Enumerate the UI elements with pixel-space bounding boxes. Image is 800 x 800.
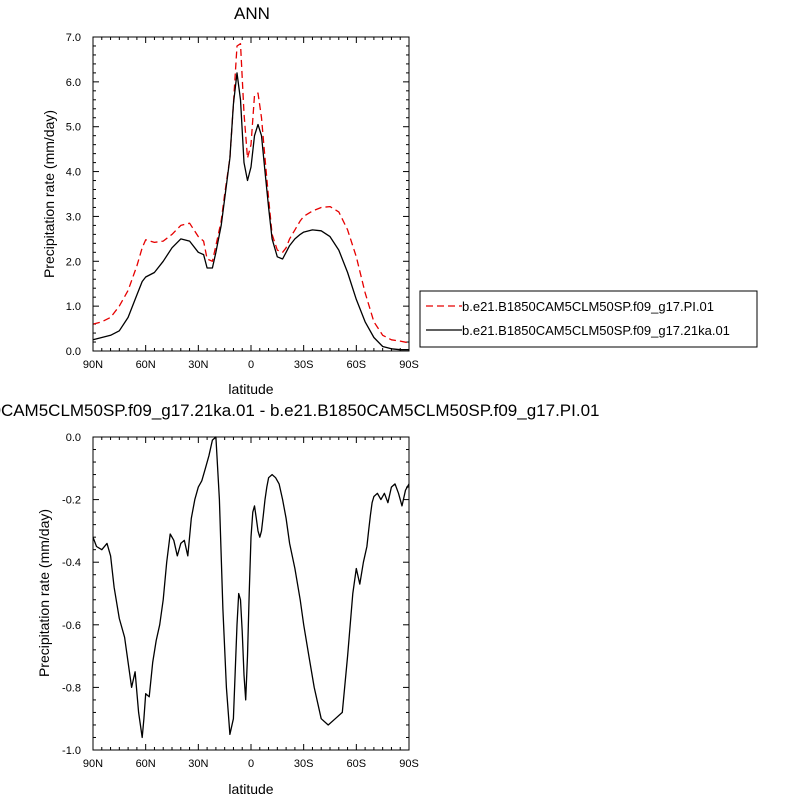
top-series-line-0 bbox=[92, 43, 410, 344]
legend-box bbox=[419, 290, 758, 348]
top-y-tick-label: 6.0 bbox=[66, 77, 81, 89]
top-y-tick-label: 4.0 bbox=[66, 167, 81, 179]
bottom-y-tick-label: -1.0 bbox=[62, 745, 81, 757]
bottom-x-tick-label: 60S bbox=[347, 758, 367, 770]
top-x-axis-label: latitude bbox=[228, 381, 273, 397]
top-y-tick-label: 0.0 bbox=[66, 346, 81, 358]
bottom-title: b.e21.B1850CAM5CLM50SP.f09_g17.21ka.01 -… bbox=[0, 401, 599, 420]
bottom-x-tick-label: 90N bbox=[83, 758, 103, 770]
legend-label-21ka: b.e21.B1850CAM5CLM50SP.f09_g17.21ka.01 bbox=[462, 323, 730, 338]
top-plot-area: 90N 60N 30N 0 30S 60S 90S 0.0 1.0 2.0 3.0 4.0 5.0 6.0… bbox=[66, 32, 419, 371]
legend: b.e21.B1850CAM5CLM50SP.f09_g17.PI.01 b.e… bbox=[419, 290, 758, 348]
top-x-tick-label: 60N bbox=[136, 359, 156, 371]
bottom-y-tick-label: -0.8 bbox=[62, 682, 81, 694]
bottom-x-tick-label: 30S bbox=[294, 758, 314, 770]
bottom-x-tick-label: 60N bbox=[136, 758, 156, 770]
bottom-plot-area: 90N 60N 30N 0 30S 60S 90S -1.0 -0.8 -0.6 -0.4 -0.2 0… bbox=[62, 432, 419, 770]
bottom-y-tick-label: 0.0 bbox=[66, 432, 81, 444]
top-plot-frame bbox=[92, 36, 410, 352]
bottom-plot-frame bbox=[92, 436, 410, 751]
bottom-x-tick-label: 30N bbox=[188, 758, 208, 770]
top-series-line-1 bbox=[92, 72, 409, 351]
top-title: ANN bbox=[234, 4, 270, 23]
top-x-tick-label: 60S bbox=[347, 359, 367, 371]
bottom-panel: b.e21.B1850CAM5CLM50SP.f09_g17.21ka.01 -… bbox=[0, 401, 599, 797]
bottom-y-tick-label: -0.6 bbox=[62, 620, 81, 632]
bottom-y-axis-label: Precipitation rate (mm/day) bbox=[36, 509, 52, 677]
bottom-x-axis-label: latitude bbox=[228, 781, 273, 797]
bottom-y-tick-label: -0.2 bbox=[62, 495, 81, 507]
top-y-tick-label: 5.0 bbox=[66, 122, 81, 134]
bottom-x-tick-label: 90S bbox=[399, 758, 419, 770]
top-x-tick-label: 0 bbox=[248, 359, 254, 371]
bottom-x-tick-label: 0 bbox=[248, 758, 254, 770]
legend-label-pi: b.e21.B1850CAM5CLM50SP.f09_g17.PI.01 bbox=[462, 299, 714, 314]
top-x-tick-label: 90S bbox=[399, 359, 419, 371]
top-x-tick-label: 30S bbox=[294, 359, 314, 371]
top-y-tick-label: 1.0 bbox=[66, 301, 81, 313]
top-y-tick-label: 2.0 bbox=[66, 256, 81, 268]
top-y-tick-label: 7.0 bbox=[66, 32, 81, 44]
top-x-tick-label: 90N bbox=[83, 359, 103, 371]
bottom-y-tick-label: -0.4 bbox=[62, 557, 81, 569]
top-y-tick-label: 3.0 bbox=[66, 211, 81, 223]
top-x-tick-label: 30N bbox=[188, 359, 208, 371]
top-panel: ANN 90N 60N 30N 0 30S 60S 90S 0.0 1.0 2.0 3.0 4.0 5.… bbox=[41, 4, 758, 397]
bottom-series-line-0 bbox=[92, 436, 410, 739]
top-y-axis-label: Precipitation rate (mm/day) bbox=[41, 110, 57, 278]
